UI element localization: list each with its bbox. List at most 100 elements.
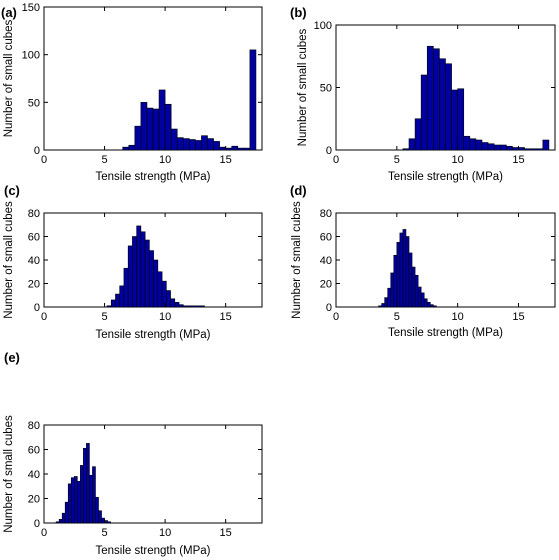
histogram-bar bbox=[174, 301, 180, 308]
x-tick-label: 0 bbox=[41, 311, 47, 323]
x-tick-label: 5 bbox=[101, 527, 107, 539]
histogram-bar bbox=[499, 144, 507, 151]
histogram-bar bbox=[140, 231, 146, 308]
histogram-bar bbox=[387, 287, 392, 308]
histogram-bar bbox=[408, 138, 416, 151]
y-axis-label: Number of small cubes bbox=[291, 201, 303, 319]
x-tick-label: 10 bbox=[159, 154, 171, 166]
x-axis-label: Tensile strength (MPa) bbox=[95, 171, 210, 183]
histogram-bar bbox=[433, 305, 437, 308]
histogram-bar bbox=[170, 128, 178, 151]
histogram-bar bbox=[445, 63, 452, 151]
plot-frame bbox=[335, 212, 556, 308]
histogram-bar bbox=[439, 58, 446, 151]
y-tick-label: 20 bbox=[28, 494, 40, 506]
histogram-bar bbox=[182, 305, 188, 308]
x-tick-label: 15 bbox=[220, 311, 232, 323]
histogram-bar bbox=[414, 118, 422, 151]
y-tick-label: 0 bbox=[326, 145, 332, 157]
histogram-bar bbox=[132, 236, 137, 308]
y-tick-label: 50 bbox=[320, 83, 332, 95]
y-axis-label: Number of small cubes bbox=[297, 28, 309, 146]
y-axis-label: Number of small cubes bbox=[3, 201, 15, 319]
histogram-bar bbox=[189, 139, 196, 151]
histogram-bar bbox=[475, 139, 483, 151]
histogram-bar bbox=[487, 143, 495, 151]
histogram-bar bbox=[98, 510, 102, 524]
histogram-bar bbox=[542, 139, 550, 151]
x-tick-label: 5 bbox=[394, 154, 400, 166]
histogram-bar bbox=[426, 301, 431, 308]
panel-label: (d) bbox=[290, 183, 307, 198]
x-tick-label: 15 bbox=[220, 154, 232, 166]
y-tick-label: 150 bbox=[22, 2, 40, 14]
x-tick-label: 0 bbox=[333, 311, 339, 323]
histogram-bar bbox=[530, 148, 538, 151]
x-tick-label: 10 bbox=[452, 311, 464, 323]
panel-label: (b) bbox=[290, 5, 307, 20]
histogram-bar bbox=[161, 280, 167, 308]
histogram-bar bbox=[144, 239, 150, 308]
x-tick-label: 0 bbox=[333, 154, 339, 166]
histogram-bar bbox=[176, 137, 184, 151]
y-tick-label: 60 bbox=[320, 232, 332, 244]
histogram-bar bbox=[67, 483, 72, 524]
x-axis-label: Tensile strength (MPa) bbox=[388, 171, 503, 183]
histogram-bar bbox=[399, 232, 404, 308]
y-tick-label: 100 bbox=[314, 20, 332, 32]
histogram-bar bbox=[451, 89, 458, 151]
y-tick-label: 0 bbox=[34, 302, 40, 314]
histogram-bar bbox=[524, 148, 531, 151]
x-tick-label: 10 bbox=[159, 527, 171, 539]
x-axis-label: Tensile strength (MPa) bbox=[95, 545, 210, 557]
histogram-bar bbox=[390, 272, 395, 308]
panel-label: (e) bbox=[4, 350, 20, 365]
histogram-bar bbox=[106, 305, 112, 308]
histogram-bar bbox=[481, 142, 489, 151]
histogram-bar bbox=[107, 521, 111, 524]
histogram-bar bbox=[506, 145, 513, 151]
histogram-panel-e: 0 5 10 15 0 20 40 60 80 Tensile strength (MPa) Num… bbox=[3, 350, 263, 557]
histogram-bar bbox=[64, 501, 69, 524]
histogram-bar bbox=[70, 477, 75, 524]
histogram-bar bbox=[195, 305, 201, 308]
histogram-bar bbox=[158, 89, 166, 151]
histogram-bar bbox=[396, 242, 401, 308]
y-tick-label: 20 bbox=[28, 279, 40, 291]
histogram-bar bbox=[178, 304, 184, 308]
histogram-bar bbox=[393, 255, 398, 308]
y-tick-label: 80 bbox=[28, 420, 40, 432]
histogram-bar bbox=[187, 305, 193, 308]
histogram-bar bbox=[237, 147, 245, 151]
histogram-bar bbox=[405, 236, 410, 308]
histogram-panel-d: 0 5 10 15 0 20 40 60 80 Tensile strength (MPa) Num… bbox=[290, 183, 556, 339]
histogram-bar bbox=[89, 474, 93, 524]
histogram-bar bbox=[417, 286, 422, 308]
histogram-bar bbox=[55, 521, 60, 524]
histogram-bar bbox=[249, 49, 257, 151]
histogram-bar bbox=[191, 305, 197, 308]
y-tick-label: 20 bbox=[320, 279, 332, 291]
histogram-bar bbox=[199, 305, 205, 308]
histogram-bar bbox=[140, 102, 148, 151]
histogram-bar bbox=[414, 274, 419, 308]
y-tick-label: 40 bbox=[320, 255, 332, 267]
histogram-bar bbox=[110, 299, 116, 308]
histogram-bar bbox=[128, 144, 136, 151]
histogram-bar bbox=[83, 447, 87, 524]
y-tick-label: 50 bbox=[28, 97, 40, 109]
histogram-bar bbox=[429, 304, 434, 308]
histogram-bar bbox=[152, 108, 160, 151]
histogram-bar bbox=[536, 148, 544, 151]
histogram-bar bbox=[384, 297, 389, 308]
x-tick-label: 5 bbox=[101, 154, 107, 166]
histogram-bar bbox=[493, 144, 501, 151]
x-tick-label: 10 bbox=[159, 311, 171, 323]
histogram-bar bbox=[86, 443, 90, 524]
histogram-bar bbox=[420, 292, 425, 308]
histogram-bar bbox=[213, 141, 220, 151]
histogram-panel-b: 0 5 10 15 0 50 100 Tensile strength (MPa) Number… bbox=[290, 5, 556, 183]
histogram-bar bbox=[127, 245, 133, 308]
y-tick-label: 0 bbox=[326, 302, 332, 314]
